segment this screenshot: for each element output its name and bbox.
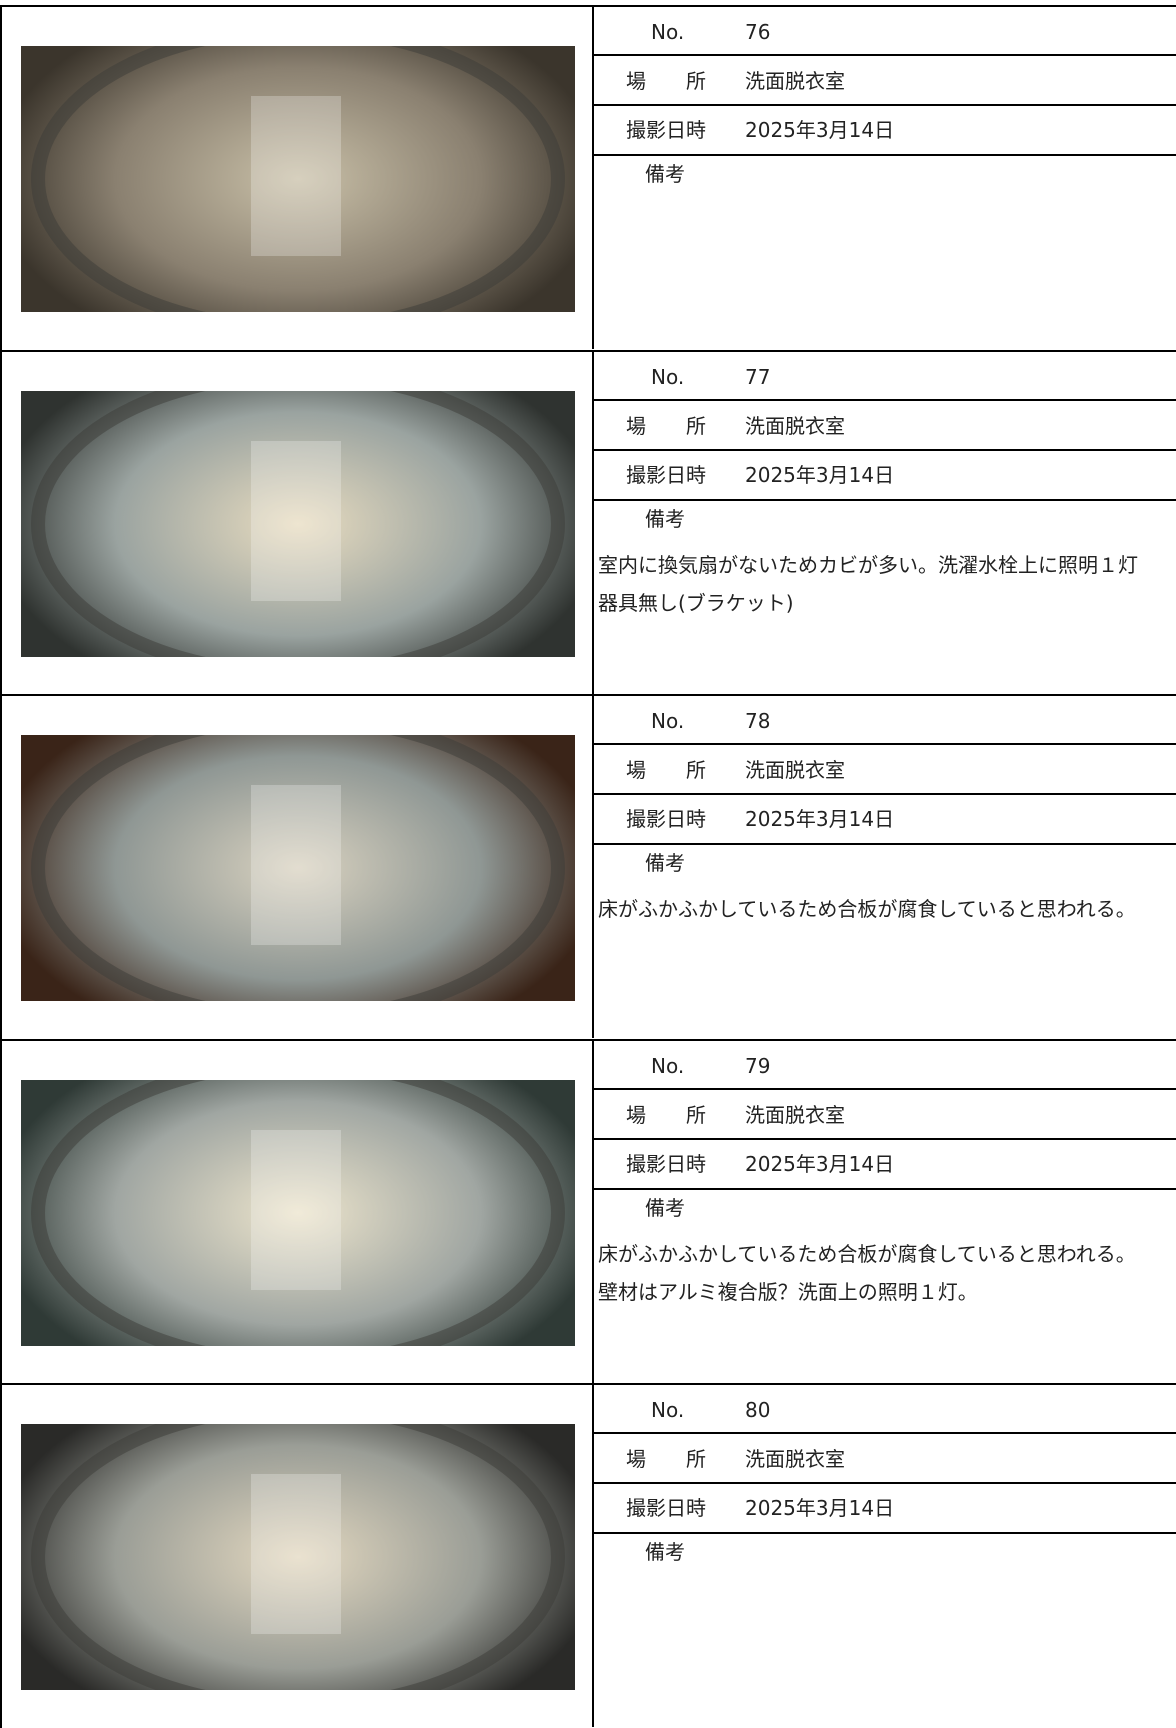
location-label: 場 所 [626, 758, 706, 783]
record-row: No. 78 場 所 洗面脱衣室撮影日時 2025年3月14日備考床がふかふかしているた… [0, 694, 1176, 1039]
field-separator [594, 54, 1176, 56]
field-separator [594, 1087, 1176, 1090]
field-separator [594, 104, 1176, 106]
photo-detail [31, 1424, 565, 1691]
no-label: No. [651, 364, 685, 389]
no-value: 80 [745, 1398, 771, 1423]
column-divider [592, 7, 594, 349]
remarks-text: 壁材はアルミ複合版？洗面上の照明１灯。 [598, 1279, 978, 1304]
field-separator [594, 448, 1176, 451]
field-separator [594, 154, 1176, 156]
remarks-text: 床がふかふかしているため合板が腐食していると思われる。 [598, 897, 1136, 922]
field-separator [594, 743, 1176, 746]
remarks-text: 床がふかふかしているため合板が腐食していると思われる。 [598, 1241, 1136, 1266]
date-value: 2025年3月14日 [745, 462, 895, 487]
remarks-label: 備考 [645, 162, 685, 186]
photo-detail [31, 1079, 565, 1346]
no-label: No. [651, 20, 685, 44]
location-value: 洗面脱衣室 [745, 413, 845, 438]
location-value: 洗面脱衣室 [745, 1102, 845, 1127]
remarks-label: 備考 [645, 851, 685, 876]
column-divider [592, 1385, 594, 1728]
remarks-label: 備考 [645, 1540, 685, 1565]
photo [21, 390, 575, 657]
photo [21, 1424, 575, 1691]
date-value: 2025年3月14日 [745, 1496, 895, 1521]
remarks-label: 備考 [645, 1195, 685, 1220]
location-value: 洗面脱衣室 [745, 758, 845, 783]
column-divider [592, 696, 594, 1039]
record-row: No. 77 場 所 洗面脱衣室撮影日時 2025年3月14日備考室内に換気扇がないため… [0, 349, 1176, 694]
location-label: 場 所 [626, 1447, 706, 1472]
field-separator [594, 1432, 1176, 1435]
no-value: 76 [745, 20, 771, 44]
date-value: 2025年3月14日 [745, 807, 895, 832]
no-value: 77 [745, 364, 771, 389]
column-divider [592, 351, 594, 694]
field-separator [594, 498, 1176, 501]
no-label: No. [651, 1053, 685, 1078]
field-separator [594, 793, 1176, 796]
date-label: 撮影日時 [626, 807, 706, 832]
photo [21, 1079, 575, 1346]
photo-detail [31, 390, 565, 657]
field-separator [594, 1482, 1176, 1485]
table-border [0, 5, 2, 1728]
remarks-text: 室内に換気扇がないためカビが多い。洗濯水栓上に照明１灯 [598, 552, 1138, 577]
field-separator [594, 1137, 1176, 1140]
record-row: No. 76 場 所 洗面脱衣室撮影日時 2025年3月14日備考 [0, 5, 1176, 349]
no-value: 78 [745, 709, 771, 734]
date-value: 2025年3月14日 [745, 118, 895, 142]
date-label: 撮影日時 [626, 118, 706, 142]
date-label: 撮影日時 [626, 1151, 706, 1176]
location-label: 場 所 [626, 413, 706, 438]
field-separator [594, 1532, 1176, 1535]
no-label: No. [651, 1398, 685, 1423]
date-label: 撮影日時 [626, 1496, 706, 1521]
column-divider [592, 1040, 594, 1383]
location-value: 洗面脱衣室 [745, 1447, 845, 1472]
record-row: No. 79 場 所 洗面脱衣室撮影日時 2025年3月14日備考床がふかふかしているた… [0, 1038, 1176, 1383]
location-value: 洗面脱衣室 [745, 69, 845, 93]
field-separator [594, 398, 1176, 401]
date-label: 撮影日時 [626, 462, 706, 487]
photo [21, 46, 575, 312]
field-separator [594, 843, 1176, 846]
location-label: 場 所 [626, 69, 706, 93]
no-value: 79 [745, 1053, 771, 1078]
photo-detail [31, 735, 565, 1002]
no-label: No. [651, 709, 685, 734]
date-value: 2025年3月14日 [745, 1151, 895, 1176]
remarks-text: 器具無し(ブラケット) [598, 590, 794, 615]
field-separator [594, 1187, 1176, 1190]
photo [21, 735, 575, 1002]
photo-detail [31, 46, 565, 312]
record-row: No. 80 場 所 洗面脱衣室撮影日時 2025年3月14日備考 [0, 1383, 1176, 1728]
location-label: 場 所 [626, 1102, 706, 1127]
remarks-label: 備考 [645, 506, 685, 531]
